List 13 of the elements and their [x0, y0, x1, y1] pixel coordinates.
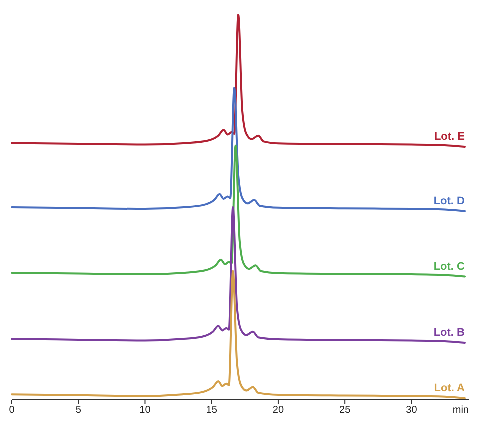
x-tick-label: 10 — [140, 405, 152, 416]
x-tick-label: 25 — [340, 405, 352, 416]
x-tick-label: 5 — [76, 405, 82, 416]
series-label: Lot. B — [434, 327, 466, 340]
x-tick-label: 15 — [206, 405, 218, 416]
x-tick-label: 20 — [272, 405, 284, 416]
series-label: Lot. D — [434, 195, 466, 208]
x-axis-title: min — [452, 405, 469, 416]
series-label: Lot. E — [434, 131, 466, 144]
series-label: Lot. C — [434, 260, 466, 273]
x-tick-label: 0 — [9, 405, 16, 416]
series-label: Lot. A — [434, 382, 466, 394]
x-tick-label: 30 — [406, 405, 418, 416]
